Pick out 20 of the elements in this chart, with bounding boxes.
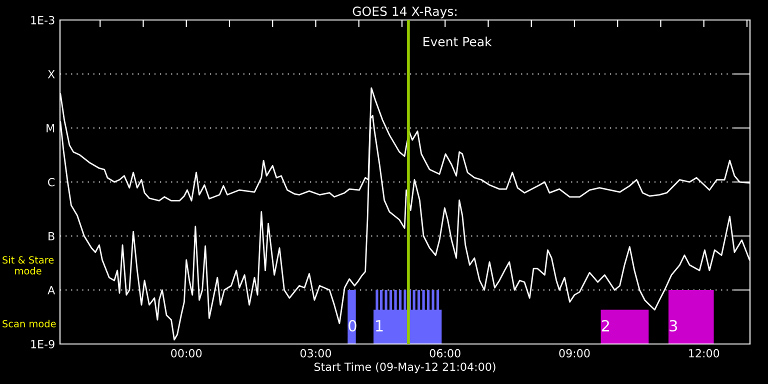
- annotation: 2: [602, 320, 609, 332]
- annotation: 3: [670, 320, 677, 332]
- y-tick-label: M: [46, 124, 54, 132]
- chart-title: GOES 14 X-Rays:: [352, 6, 456, 18]
- y-tick-label: A: [48, 286, 56, 294]
- y-tick-label: X: [48, 70, 55, 78]
- y-tick-label: 1E-3: [31, 16, 54, 24]
- x-tick-label: 06:00: [430, 349, 460, 358]
- x-tick-label: 00:00: [171, 349, 202, 358]
- y-tick-label: 1E-9: [31, 340, 54, 348]
- text: Sit & Stare mode: [2, 256, 54, 275]
- x-tick-label: 09:00: [559, 349, 590, 358]
- x-axis-title: Start Time (09-May-12 21:04:00): [314, 362, 496, 374]
- y-tick-label: B: [48, 232, 54, 240]
- x-tick-label: 12:00: [689, 349, 720, 358]
- y-tick-label: C: [48, 178, 55, 186]
- x-tick-label: 03:00: [300, 349, 332, 358]
- text: Scan mode: [2, 320, 56, 328]
- annotation: 1: [376, 320, 383, 332]
- ref-line-label: Event Peak: [424, 36, 492, 46]
